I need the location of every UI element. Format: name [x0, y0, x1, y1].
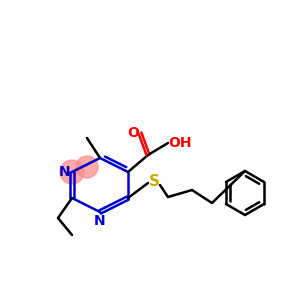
Circle shape: [76, 156, 98, 178]
Text: OH: OH: [168, 136, 192, 150]
Circle shape: [60, 160, 84, 184]
Text: S: S: [148, 175, 160, 190]
Text: O: O: [127, 126, 139, 140]
Text: N: N: [59, 165, 71, 179]
Text: N: N: [94, 214, 106, 228]
